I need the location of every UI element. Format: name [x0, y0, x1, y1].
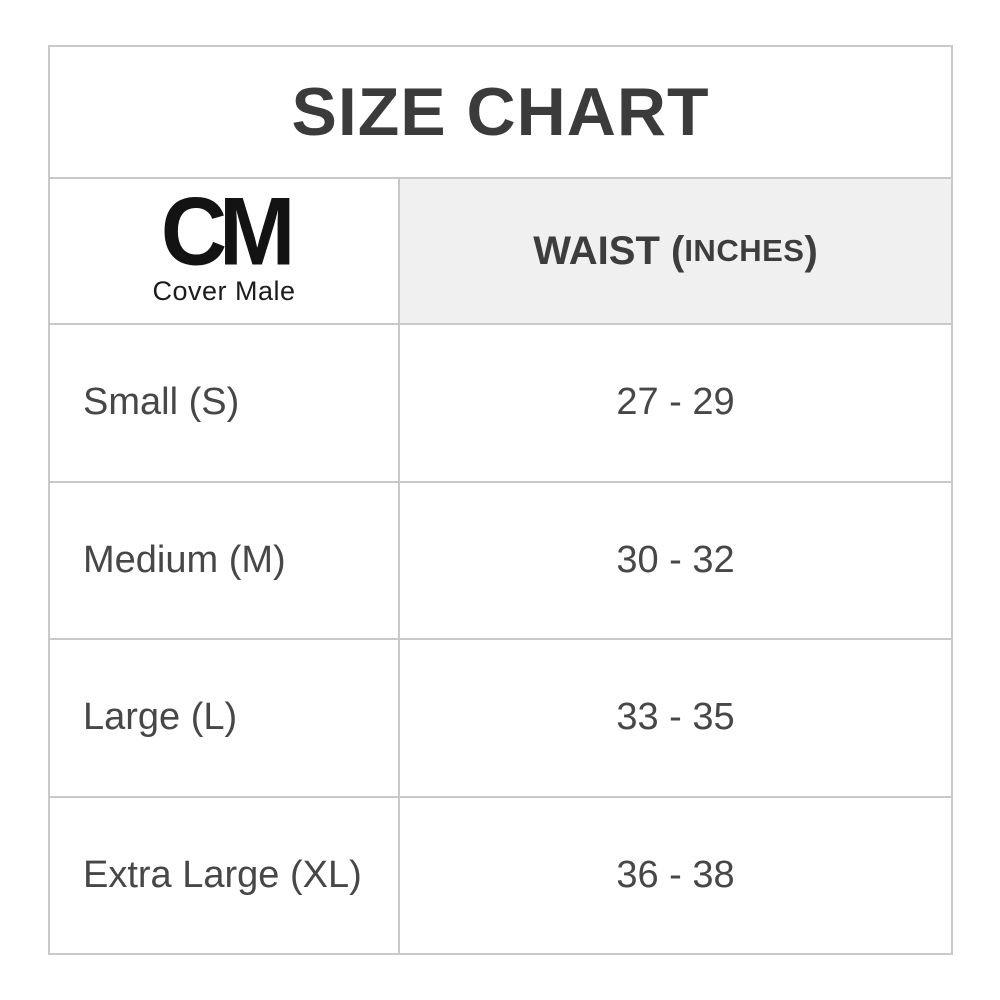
- brand-name: Cover Male: [152, 276, 296, 307]
- table-row-size-large: Large (L): [50, 638, 400, 796]
- waist-column-header: WAIST (INCHES): [400, 179, 951, 323]
- waist-header-unit: INCHES: [684, 233, 805, 268]
- table-row-size-medium: Medium (M): [50, 480, 400, 638]
- waist-header-prefix: WAIST (: [533, 228, 685, 273]
- brand-monogram: CM: [160, 178, 296, 286]
- table-row-size-xlarge: Extra Large (XL): [50, 795, 400, 953]
- size-chart-table: CM Cover Male WAIST (INCHES) Small (S) 2…: [50, 179, 951, 953]
- page-title: SIZE CHART: [50, 47, 951, 179]
- brand-logo-cell: CM Cover Male: [50, 179, 400, 323]
- waist-header-suffix: ): [804, 228, 818, 273]
- table-row-waist-medium: 30 - 32: [400, 480, 951, 638]
- table-row-waist-small: 27 - 29: [400, 323, 951, 481]
- size-chart-card: SIZE CHART CM Cover Male WAIST (INCHES) …: [48, 45, 953, 955]
- table-row-size-small: Small (S): [50, 323, 400, 481]
- table-row-waist-large: 33 - 35: [400, 638, 951, 796]
- table-row-waist-xlarge: 36 - 38: [400, 795, 951, 953]
